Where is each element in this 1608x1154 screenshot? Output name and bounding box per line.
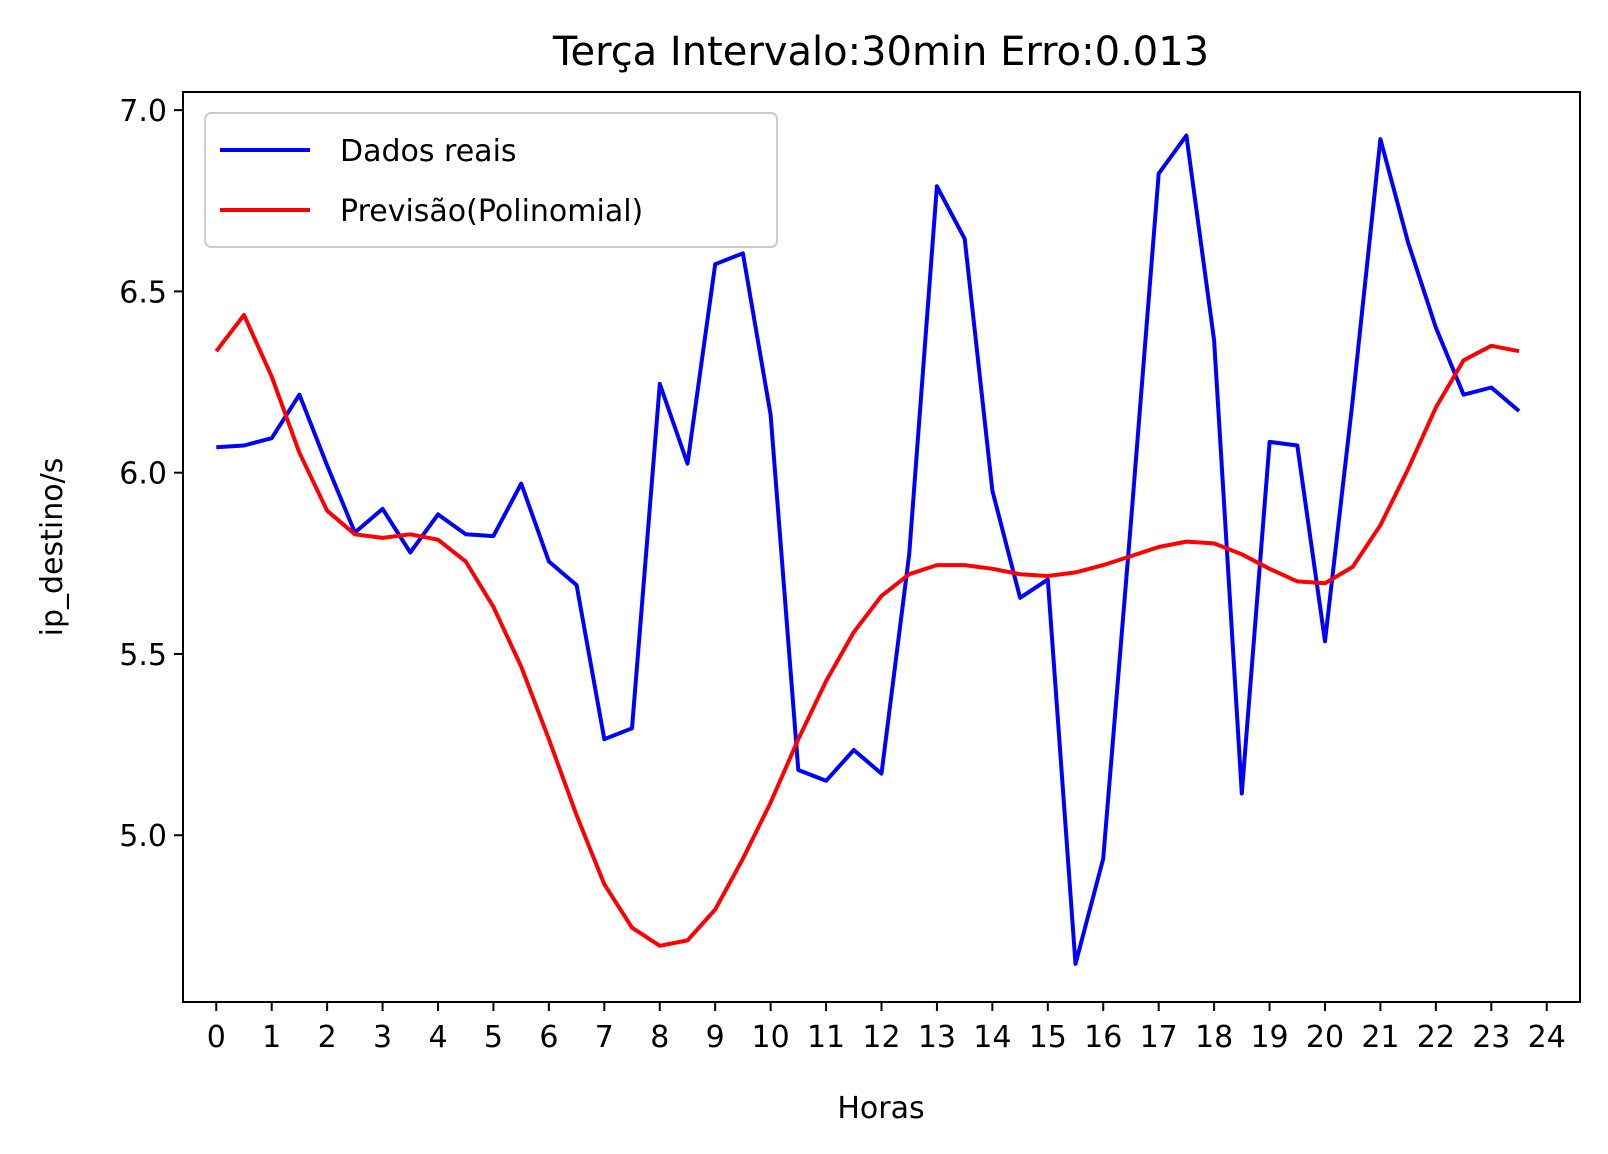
series-line-previs-o-polinomial — [214, 313, 1520, 948]
legend-label-dados-reais: Dados reais — [340, 134, 517, 169]
y-tick-label: 6.0 — [119, 457, 167, 492]
x-tick-label: 6 — [539, 1020, 558, 1055]
x-tick-label: 3 — [373, 1020, 392, 1055]
x-tick-label: 11 — [807, 1020, 845, 1055]
x-tick-label: 8 — [650, 1020, 669, 1055]
x-tick-label: 10 — [752, 1020, 790, 1055]
x-tick-label: 14 — [973, 1020, 1011, 1055]
chart-title: Terça Intervalo:30min Erro:0.013 — [552, 29, 1209, 75]
legend: Dados reais Previsão(Polinomial) — [204, 112, 778, 248]
x-axis-label: Horas — [837, 1091, 924, 1126]
x-tick-label: 24 — [1528, 1020, 1566, 1055]
series-line-dados-reais — [216, 133, 1521, 966]
x-tick-label: 7 — [595, 1020, 614, 1055]
x-tick-label: 9 — [706, 1020, 725, 1055]
series-layer — [214, 133, 1521, 966]
x-tick-label: 21 — [1361, 1020, 1399, 1055]
y-tick-label: 6.5 — [119, 275, 167, 310]
y-axis-label: ip_destino/s — [35, 458, 70, 637]
x-axis-ticks: 0 1 2 3 4 5 6 7 8 9 10 11 12 13 14 15 16 17 18 19 20 21 22 23 24 — [207, 1002, 1566, 1055]
y-tick-label: 5.0 — [119, 819, 167, 854]
y-axis-ticks: 5.0 5.5 6.0 6.5 7.0 — [119, 94, 183, 854]
x-tick-label: 15 — [1029, 1020, 1067, 1055]
x-tick-label: 20 — [1306, 1020, 1344, 1055]
x-tick-label: 0 — [207, 1020, 226, 1055]
x-tick-label: 13 — [918, 1020, 956, 1055]
x-tick-label: 17 — [1140, 1020, 1178, 1055]
legend-box — [204, 112, 778, 248]
x-tick-label: 23 — [1472, 1020, 1510, 1055]
x-tick-label: 12 — [862, 1020, 900, 1055]
x-tick-label: 5 — [484, 1020, 503, 1055]
x-tick-label: 18 — [1195, 1020, 1233, 1055]
x-tick-label: 22 — [1417, 1020, 1455, 1055]
x-tick-label: 19 — [1250, 1020, 1288, 1055]
x-tick-label: 1 — [262, 1020, 281, 1055]
x-tick-label: 4 — [428, 1020, 447, 1055]
legend-label-previsao: Previsão(Polinomial) — [340, 194, 643, 229]
y-tick-label: 7.0 — [119, 94, 167, 129]
y-tick-label: 5.5 — [119, 638, 167, 673]
x-tick-label: 2 — [318, 1020, 337, 1055]
x-tick-label: 16 — [1084, 1020, 1122, 1055]
